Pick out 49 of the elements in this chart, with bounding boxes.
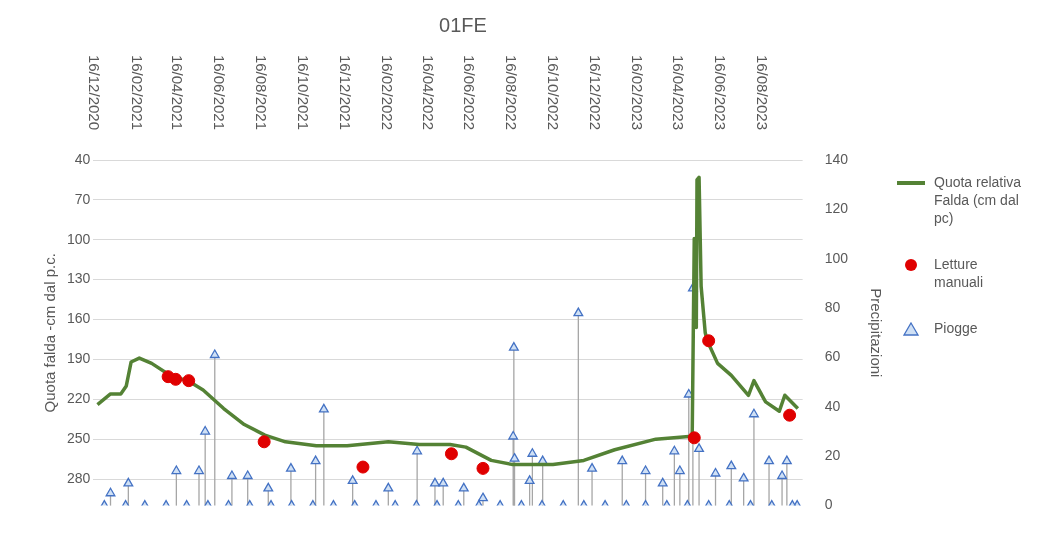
legend-label: Letture manuali xyxy=(934,255,985,291)
y-tick-label: 250 xyxy=(67,430,91,446)
x-tick-label: 16/04/2023 xyxy=(669,54,687,130)
x-tick-label: 16/04/2022 xyxy=(419,54,437,130)
y-tick-label: 190 xyxy=(67,350,91,367)
x-tick-label: 16/06/2022 xyxy=(461,54,479,130)
x-tick-label: 16/02/2021 xyxy=(128,54,146,130)
x-tick-label: 16/04/2021 xyxy=(169,54,187,130)
y-tick-label: 70 xyxy=(74,190,91,207)
y-tick-label: 100 xyxy=(67,230,91,247)
y2-tick-label: 20 xyxy=(824,447,841,464)
x-tick-label: 16/06/2021 xyxy=(211,54,229,130)
x-tick-label: 16/02/2023 xyxy=(629,54,647,130)
y2-tick-label: 100 xyxy=(824,249,849,266)
x-tick-label: 16/12/2021 xyxy=(336,54,354,130)
y2-axis-title: Precipitazioni xyxy=(867,288,885,378)
y2-tick-label: 80 xyxy=(824,298,841,315)
y-tick-label: 40 xyxy=(74,150,91,167)
point xyxy=(356,460,370,474)
chart-title: 01FE xyxy=(439,13,487,36)
point xyxy=(257,435,271,449)
y2-tick-label: 40 xyxy=(824,397,841,414)
y-tick-label: 220 xyxy=(67,390,91,407)
x-tick-label: 16/10/2021 xyxy=(294,54,312,130)
x-tick-label: 16/08/2022 xyxy=(503,54,521,130)
x-tick-label: 16/10/2022 xyxy=(545,54,563,130)
point xyxy=(687,431,701,445)
y2-tick-label: 60 xyxy=(824,348,841,365)
y2-tick-label: 140 xyxy=(824,150,849,167)
x-tick-label: 16/08/2023 xyxy=(753,54,771,130)
y-tick-label: 130 xyxy=(67,270,91,287)
point xyxy=(702,334,716,348)
y-axis-title: Quota falda -cm dal p.c. xyxy=(41,253,59,413)
point xyxy=(444,447,458,461)
point xyxy=(476,461,490,475)
point xyxy=(182,374,196,388)
legend-label: Piogge xyxy=(934,319,979,337)
y2-tick-label: 0 xyxy=(824,496,833,513)
x-tick-label: 16/06/2023 xyxy=(711,54,729,130)
x-tick-label: 16/12/2020 xyxy=(86,54,104,130)
x-tick-label: 16/08/2021 xyxy=(252,54,270,130)
x-tick-label: 16/02/2022 xyxy=(379,54,397,130)
legend-label: Quota relativa Falda (cm dal pc) xyxy=(934,173,1023,227)
y-tick-label: 280 xyxy=(67,469,91,486)
y2-tick-label: 120 xyxy=(824,200,849,217)
y-tick-label: 160 xyxy=(67,310,91,327)
point xyxy=(783,408,797,422)
x-tick-label: 16/12/2022 xyxy=(586,54,604,130)
point xyxy=(169,372,183,386)
